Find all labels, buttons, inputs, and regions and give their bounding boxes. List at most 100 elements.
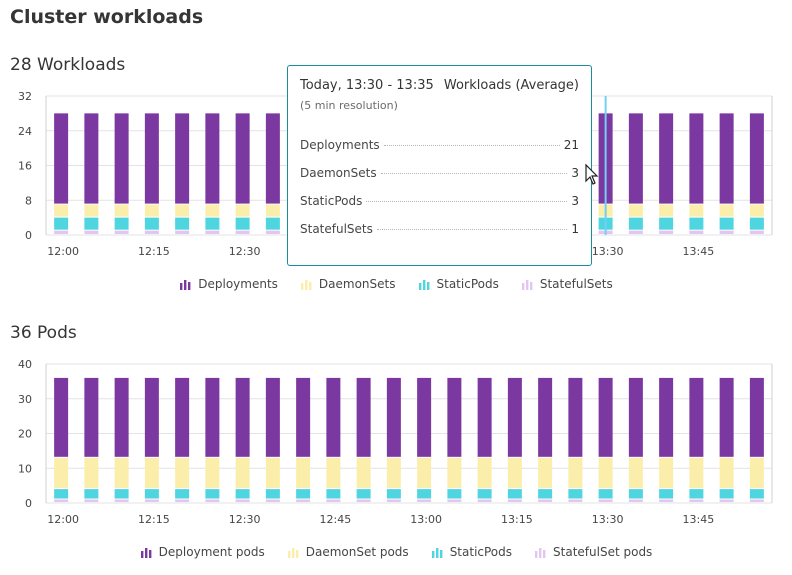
bar-segment[interactable] [84,457,99,489]
bar-segment[interactable] [659,217,674,230]
bar-segment[interactable] [265,457,280,489]
bar-segment[interactable] [114,489,129,499]
bar-segment[interactable] [507,457,522,489]
bar-segment[interactable] [114,457,129,489]
bar-segment[interactable] [628,377,643,457]
bar-segment[interactable] [265,217,280,230]
bar-segment[interactable] [689,499,704,502]
bar-segment[interactable] [568,489,583,499]
bar-segment[interactable] [749,457,764,489]
legend-item[interactable]: StaticPods [431,545,512,559]
bar-segment[interactable] [568,377,583,457]
bar-segment[interactable] [417,499,432,502]
bar-segment[interactable] [54,204,69,217]
bar-segment[interactable] [114,377,129,457]
bar-segment[interactable] [538,377,553,457]
bar-segment[interactable] [144,230,159,234]
bar-segment[interactable] [749,230,764,234]
bar-segment[interactable] [235,113,250,204]
bar-segment[interactable] [205,377,220,457]
legend-item[interactable]: StatefulSets [521,277,613,291]
bar-segment[interactable] [719,457,734,489]
bar-segment[interactable] [628,489,643,499]
bar-segment[interactable] [84,230,99,234]
bar-segment[interactable] [659,204,674,217]
bar-segment[interactable] [356,499,371,502]
bar-segment[interactable] [54,377,69,457]
legend-item[interactable]: DaemonSets [300,277,396,291]
bar-segment[interactable] [689,377,704,457]
bar-segment[interactable] [144,217,159,230]
bar-segment[interactable] [326,377,341,457]
bar-segment[interactable] [175,230,190,234]
bar-segment[interactable] [235,499,250,502]
bar-segment[interactable] [628,499,643,502]
bar-segment[interactable] [175,489,190,499]
bar-segment[interactable] [749,217,764,230]
legend-item[interactable]: StaticPods [418,277,499,291]
bar-segment[interactable] [144,457,159,489]
bar-segment[interactable] [659,499,674,502]
bar-segment[interactable] [719,230,734,234]
bar-segment[interactable] [54,217,69,230]
bar-segment[interactable] [114,217,129,230]
bar-segment[interactable] [417,457,432,489]
bar-segment[interactable] [719,217,734,230]
bar-segment[interactable] [719,499,734,502]
bar-segment[interactable] [144,377,159,457]
bar-segment[interactable] [598,489,613,499]
bar-segment[interactable] [659,457,674,489]
bar-segment[interactable] [205,489,220,499]
bar-segment[interactable] [568,499,583,502]
bar-segment[interactable] [205,230,220,234]
bar-segment[interactable] [296,489,311,499]
bar-segment[interactable] [719,113,734,204]
bar-segment[interactable] [538,457,553,489]
bar-segment[interactable] [265,377,280,457]
bar-segment[interactable] [538,489,553,499]
bar-segment[interactable] [719,204,734,217]
bar-segment[interactable] [265,489,280,499]
bar-segment[interactable] [447,457,462,489]
bar-segment[interactable] [356,377,371,457]
bar-segment[interactable] [114,499,129,502]
bar-segment[interactable] [175,113,190,204]
bar-segment[interactable] [689,217,704,230]
bar-segment[interactable] [477,457,492,489]
legend-item[interactable]: DaemonSet pods [287,545,409,559]
bar-segment[interactable] [659,230,674,234]
bar-segment[interactable] [54,113,69,204]
bar-segment[interactable] [265,113,280,204]
bar-segment[interactable] [568,457,583,489]
bar-segment[interactable] [659,113,674,204]
bar-segment[interactable] [477,499,492,502]
bar-segment[interactable] [749,489,764,499]
bar-segment[interactable] [144,113,159,204]
bar-segment[interactable] [628,230,643,234]
bar-segment[interactable] [749,499,764,502]
bar-segment[interactable] [54,457,69,489]
bar-segment[interactable] [54,489,69,499]
bar-segment[interactable] [417,489,432,499]
bar-segment[interactable] [114,230,129,234]
bar-segment[interactable] [326,457,341,489]
bar-segment[interactable] [144,204,159,217]
bar-segment[interactable] [749,204,764,217]
bar-segment[interactable] [507,489,522,499]
bar-segment[interactable] [356,457,371,489]
bar-segment[interactable] [84,489,99,499]
bar-segment[interactable] [447,489,462,499]
bar-segment[interactable] [235,204,250,217]
bar-segment[interactable] [265,204,280,217]
bar-segment[interactable] [689,489,704,499]
bar-segment[interactable] [598,499,613,502]
bar-segment[interactable] [296,377,311,457]
bar-segment[interactable] [689,204,704,217]
bar-segment[interactable] [719,489,734,499]
bar-segment[interactable] [235,377,250,457]
bar-segment[interactable] [84,113,99,204]
bar-segment[interactable] [477,377,492,457]
bar-segment[interactable] [265,499,280,502]
bar-segment[interactable] [689,230,704,234]
bar-segment[interactable] [749,113,764,204]
